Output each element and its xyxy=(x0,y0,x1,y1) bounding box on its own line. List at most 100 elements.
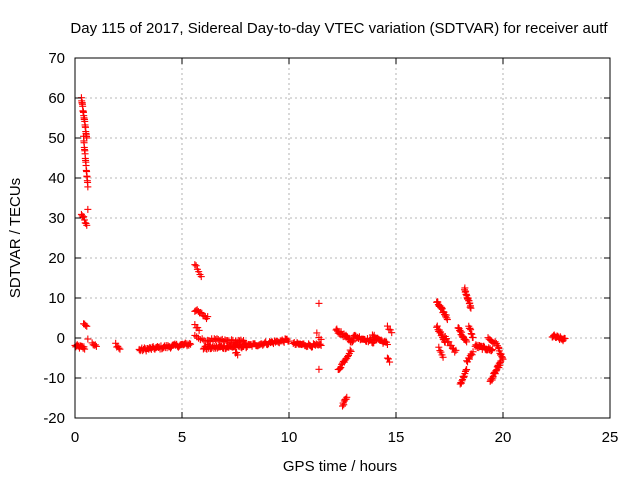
data-point xyxy=(348,338,356,346)
data-point xyxy=(465,355,473,363)
data-point xyxy=(195,326,203,334)
data-point xyxy=(197,273,205,281)
x-tick-label: 0 xyxy=(71,429,79,446)
y-tick-label: 40 xyxy=(48,170,65,187)
data-point xyxy=(82,219,90,227)
data-point xyxy=(344,352,352,360)
y-tick-label: 30 xyxy=(48,210,65,227)
data-point xyxy=(80,216,88,224)
plot-frame xyxy=(74,57,611,419)
data-point xyxy=(466,324,474,332)
data-point xyxy=(339,402,346,410)
x-tick-label: 10 xyxy=(281,429,298,446)
data-point xyxy=(83,134,91,142)
data-point xyxy=(204,313,212,321)
data-point xyxy=(467,326,475,334)
data-points xyxy=(71,94,569,410)
data-point xyxy=(383,354,391,362)
chart-title: Day 115 of 2017, Sidereal Day-to-day VTE… xyxy=(70,20,608,37)
data-point xyxy=(84,335,92,343)
data-point xyxy=(494,342,502,350)
data-point xyxy=(185,341,193,349)
data-point xyxy=(439,353,447,361)
data-point xyxy=(469,348,477,356)
data-point xyxy=(452,346,460,354)
data-point xyxy=(488,347,496,355)
data-point xyxy=(79,344,87,352)
data-point xyxy=(346,346,354,354)
data-point xyxy=(448,344,456,352)
x-tick-label: 5 xyxy=(178,429,186,446)
data-point xyxy=(316,340,324,348)
y-tick-label: -10 xyxy=(43,370,65,387)
data-point xyxy=(340,401,348,409)
data-point xyxy=(84,183,92,191)
data-point xyxy=(437,303,445,311)
y-tick-label: 50 xyxy=(48,130,65,147)
data-point xyxy=(81,345,89,353)
data-point xyxy=(438,305,446,313)
data-point xyxy=(468,330,476,338)
data-point xyxy=(91,341,99,349)
data-point xyxy=(388,329,396,337)
data-point xyxy=(187,340,195,348)
x-axis-label: GPS time / hours xyxy=(283,458,397,475)
data-point xyxy=(456,380,464,388)
data-point xyxy=(488,346,496,354)
data-point xyxy=(191,261,199,269)
y-tick-label: 10 xyxy=(48,290,65,307)
data-point xyxy=(92,342,100,350)
data-point xyxy=(386,358,394,366)
data-point xyxy=(285,337,293,345)
data-point xyxy=(342,331,350,339)
data-point xyxy=(443,316,451,324)
data-point xyxy=(436,347,444,355)
data-point xyxy=(383,322,391,330)
data-point xyxy=(383,340,391,348)
y-tick-label: 0 xyxy=(57,330,65,347)
data-point xyxy=(315,365,323,373)
data-point xyxy=(435,343,443,351)
x-tick-label: 20 xyxy=(495,429,512,446)
y-tick-label: 20 xyxy=(48,250,65,267)
data-point xyxy=(317,335,325,343)
data-point xyxy=(82,321,90,329)
data-point xyxy=(498,354,506,362)
axis-ticks: -20 -10 0 10 20 30 40 50 60 70 0 5 10 15 20 25 xyxy=(43,50,618,446)
data-point xyxy=(317,341,325,349)
x-tick-label: 15 xyxy=(388,429,405,446)
data-point xyxy=(467,304,475,312)
data-point xyxy=(433,322,441,330)
data-point xyxy=(443,314,451,322)
data-point xyxy=(561,335,569,343)
data-point xyxy=(234,351,242,359)
x-tick-label: 25 xyxy=(602,429,619,446)
data-point xyxy=(315,299,323,307)
data-point xyxy=(337,363,345,371)
y-axis-label: SDTVAR / TECUs xyxy=(7,178,24,298)
data-point xyxy=(116,345,124,353)
data-point xyxy=(499,355,507,363)
y-tick-label: 70 xyxy=(48,50,65,67)
y-tick-label: -20 xyxy=(43,410,65,427)
data-point xyxy=(469,334,477,342)
data-point xyxy=(343,393,351,401)
data-point xyxy=(78,212,86,220)
data-point xyxy=(491,338,499,346)
data-point xyxy=(313,329,321,337)
data-point xyxy=(83,322,91,330)
data-point xyxy=(445,338,453,346)
data-point xyxy=(460,373,468,381)
grid xyxy=(75,58,610,418)
data-point xyxy=(463,366,471,374)
data-point xyxy=(467,330,475,338)
data-point xyxy=(336,365,344,373)
data-point xyxy=(80,213,88,221)
data-point xyxy=(438,304,446,312)
data-point xyxy=(347,347,355,355)
data-point xyxy=(468,351,476,359)
data-point xyxy=(115,344,123,352)
data-point xyxy=(463,338,471,346)
data-point xyxy=(385,355,393,363)
